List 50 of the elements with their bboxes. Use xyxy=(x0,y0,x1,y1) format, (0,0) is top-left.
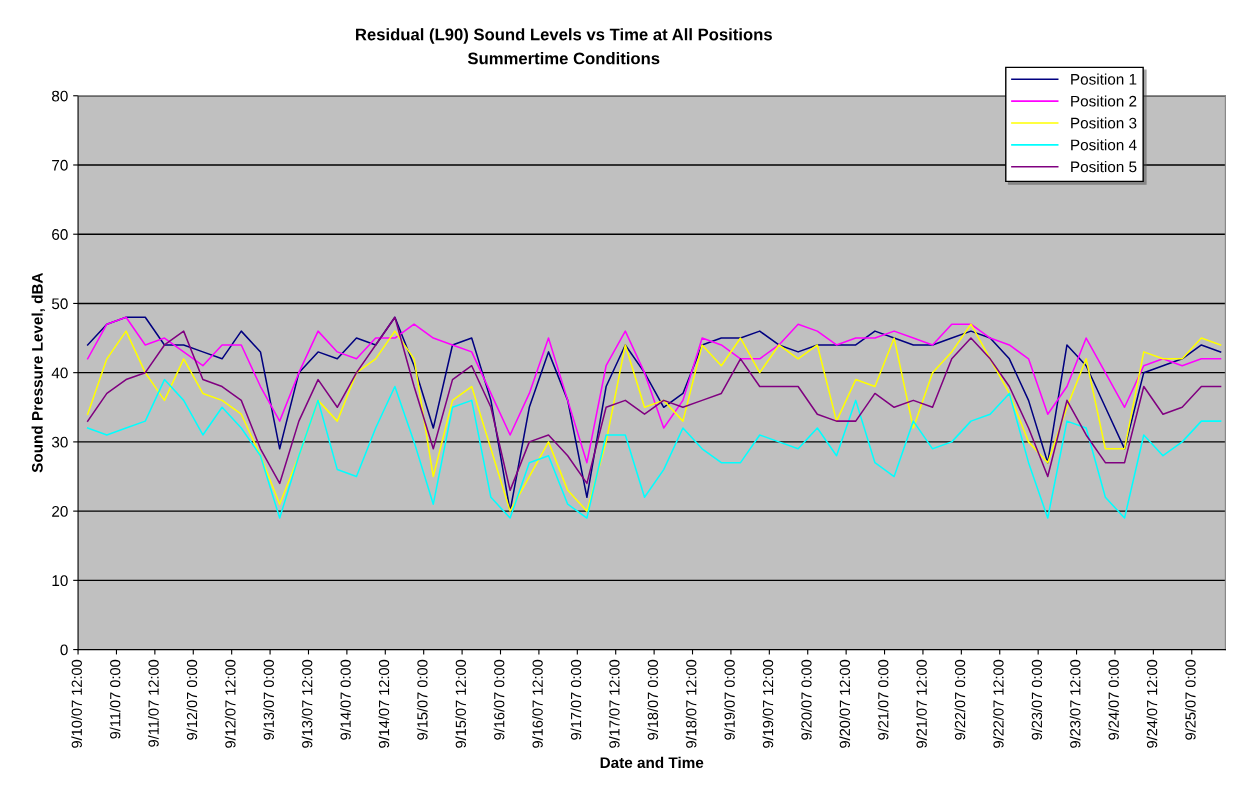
x-tick-label: 9/14/07 0:00 xyxy=(340,659,351,740)
x-tick-label: 9/10/07 12:00 xyxy=(71,659,82,748)
x-tick-label: 9/22/07 0:00 xyxy=(954,659,966,740)
x-tick-label: 9/23/07 12:00 xyxy=(1069,659,1081,748)
x-tick-label: 9/24/07 0:00 xyxy=(1108,659,1119,740)
y-tick-label: 0 xyxy=(60,644,68,656)
chart-subtitle: Summertime Conditions xyxy=(467,52,660,65)
legend-label: Position 4 xyxy=(1071,139,1137,151)
x-tick-label: 9/21/07 12:00 xyxy=(916,659,927,748)
x-tick-label: 9/24/07 12:00 xyxy=(1146,659,1158,748)
x-tick-label: 9/25/07 0:00 xyxy=(1184,659,1196,740)
x-tick-label: 9/17/07 0:00 xyxy=(570,659,582,740)
legend-label: Position 5 xyxy=(1071,161,1137,173)
y-tick-label: 50 xyxy=(51,298,68,310)
x-tick-label: 9/11/07 0:00 xyxy=(109,659,121,739)
legend-label: Position 2 xyxy=(1071,95,1137,107)
legend-label: Position 3 xyxy=(1071,117,1137,129)
x-tick-label: 9/12/07 0:00 xyxy=(186,659,198,740)
x-tick-label: 9/15/07 12:00 xyxy=(455,659,467,748)
x-tick-label: 9/16/07 0:00 xyxy=(493,659,505,740)
x-tick-label: 9/13/07 12:00 xyxy=(301,659,313,748)
x-tick-label: 9/14/07 12:00 xyxy=(378,659,390,748)
x-tick-label: 9/12/07 12:00 xyxy=(224,659,236,748)
y-tick-label: 80 xyxy=(52,90,68,102)
x-tick-label: 9/19/07 0:00 xyxy=(724,659,735,740)
x-tick-label: 9/23/07 0:00 xyxy=(1031,659,1043,740)
y-tick-label: 20 xyxy=(52,505,68,517)
y-tick-label: 60 xyxy=(52,229,68,240)
chart-title: Residual (L90) Sound Levels vs Time at All Positions xyxy=(356,28,772,44)
line-series xyxy=(86,378,1222,519)
x-tick-label: 9/16/07 12:00 xyxy=(532,659,543,748)
y-tick-label: 70 xyxy=(52,159,68,171)
line-series xyxy=(86,316,1222,464)
x-tick-label: 9/18/07 0:00 xyxy=(647,659,659,740)
x-tick-label: 9/20/07 0:00 xyxy=(800,659,812,740)
x-axis-title: Date and Time xyxy=(600,756,704,769)
x-tick-label: 9/21/07 0:00 xyxy=(877,659,889,740)
x-tick-label: 9/20/07 12:00 xyxy=(839,659,851,748)
y-axis-title: Sound Pressure Level, dBA xyxy=(31,272,45,473)
x-tick-label: 9/15/07 0:00 xyxy=(416,659,428,740)
x-tick-label: 9/22/07 12:00 xyxy=(992,659,1004,748)
x-tick-label: 9/17/07 12:00 xyxy=(608,659,620,748)
y-tick-label: 30 xyxy=(51,436,68,448)
y-tick-label: 40 xyxy=(51,367,68,379)
x-tick-label: 9/19/07 12:00 xyxy=(762,659,774,748)
x-tick-label: 9/13/07 0:00 xyxy=(263,659,274,740)
y-tick-label: 10 xyxy=(52,575,68,587)
x-tick-label: 9/11/07 12:00 xyxy=(148,659,159,747)
x-tick-label: 9/18/07 12:00 xyxy=(685,659,697,748)
legend-label: Position 1 xyxy=(1071,73,1137,85)
